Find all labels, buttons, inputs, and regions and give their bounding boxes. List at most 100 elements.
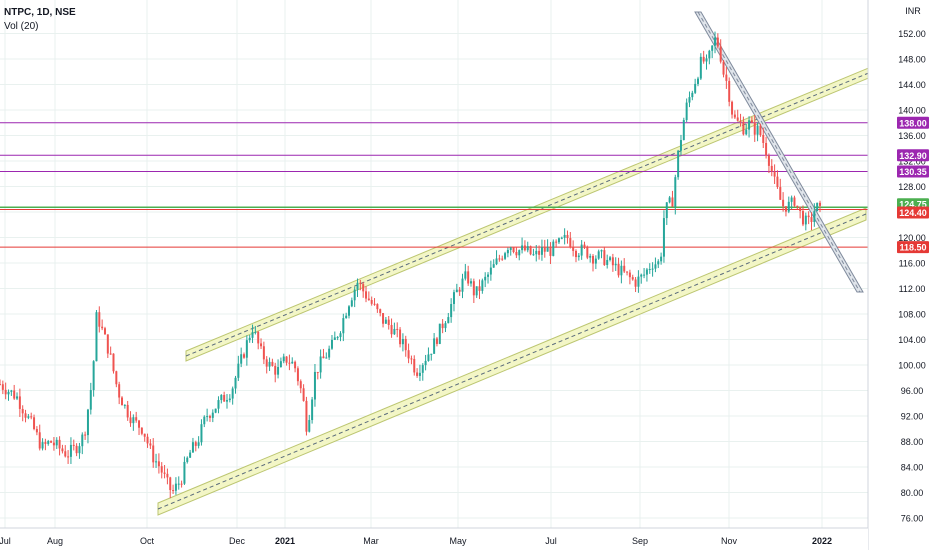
candle-body (819, 202, 821, 206)
downtrend-line (694, 11, 864, 293)
candle-body (115, 371, 118, 385)
candle-body (677, 150, 680, 178)
candle-body (688, 97, 691, 103)
candle-body (540, 247, 543, 255)
candle-body (291, 361, 294, 364)
candle-body (532, 254, 535, 256)
candle-body (416, 372, 419, 376)
candle-body (382, 313, 385, 324)
candle-body (328, 348, 331, 358)
candle-body (234, 377, 237, 389)
candle-body (146, 436, 149, 444)
candle-body (13, 390, 16, 399)
indicator-label[interactable]: Vol (20) (4, 21, 39, 32)
candle-body (617, 263, 620, 276)
candle-body (583, 244, 586, 247)
candle-body (163, 472, 166, 474)
candle-body (594, 258, 597, 264)
level-badge-label-4: 124.40 (899, 208, 927, 218)
downtrend-median (697, 11, 861, 293)
y-tick-label: 80.00 (901, 488, 924, 498)
candle-body (767, 155, 770, 166)
candle-body (501, 258, 504, 260)
candle-body (262, 346, 265, 360)
candle-body (509, 247, 512, 250)
candle-body (186, 457, 189, 462)
y-tick-label: 120.00 (898, 233, 926, 243)
candle-body (177, 483, 180, 485)
candle-body (711, 45, 714, 51)
symbol-label[interactable]: NTPC, 1D, NSE (4, 7, 76, 18)
candle-body (393, 328, 396, 335)
candle-body (770, 165, 773, 172)
candle-body (611, 257, 614, 266)
candle-body (245, 340, 248, 358)
candle-body (762, 134, 765, 143)
candle-body (626, 271, 629, 273)
candle-body (523, 245, 526, 251)
candle-body (333, 337, 336, 340)
candle-body (347, 306, 350, 316)
candle-body (461, 278, 464, 292)
candle-body (506, 249, 509, 254)
candle-body (228, 398, 231, 401)
candle-body (577, 255, 580, 258)
candle-body (444, 323, 447, 329)
x-tick-label: Sep (632, 536, 648, 546)
candle-body (191, 442, 194, 453)
candle-body (160, 466, 163, 473)
candle-body (450, 304, 453, 318)
candle-body (4, 389, 7, 395)
candle-body (563, 234, 566, 238)
candle-body (384, 319, 387, 324)
candle-body (180, 483, 183, 485)
candle-body (529, 246, 532, 255)
y-tick-label: 84.00 (901, 463, 924, 473)
candle-body (705, 58, 708, 62)
candle-body (668, 197, 671, 203)
candle-body (356, 282, 359, 290)
candle-body (35, 429, 38, 433)
candle-body (742, 121, 745, 135)
candle-body (396, 328, 399, 330)
candle-body (237, 363, 240, 378)
candle-body (787, 201, 790, 212)
candle-body (643, 274, 646, 276)
candle-body (95, 312, 98, 362)
candle-body (410, 358, 413, 360)
candle-body (316, 371, 319, 373)
candle-body (750, 120, 753, 123)
y-tick-label: 140.00 (898, 106, 926, 116)
candle-body (129, 417, 132, 424)
candle-body (214, 408, 217, 413)
candle-body (660, 256, 663, 262)
candle-body (438, 323, 441, 344)
candle-body (174, 483, 177, 491)
candle-body (481, 280, 484, 291)
candle-body (574, 250, 577, 258)
candle-body (776, 176, 779, 188)
candle-body (101, 326, 104, 329)
candle-body (566, 234, 569, 239)
candle-body (458, 289, 461, 292)
y-tick-label: 144.00 (898, 80, 926, 90)
candle-body (662, 218, 665, 257)
candle-body (353, 289, 356, 301)
candle-body (736, 117, 739, 121)
y-tick-label: 136.00 (898, 131, 926, 141)
candle-body (112, 353, 115, 372)
x-tick-label: Jul (0, 536, 11, 546)
candle-body (671, 197, 674, 207)
candle-body (719, 46, 722, 62)
candle-body (609, 257, 612, 260)
candle-body (319, 356, 322, 373)
candle-body (67, 456, 70, 458)
candle-body (251, 332, 254, 338)
candle-body (682, 120, 685, 141)
lower-channel-band (157, 207, 867, 516)
y-tick-label: 100.00 (898, 361, 926, 371)
candle-body (268, 361, 271, 367)
candle-body (620, 265, 623, 276)
x-tick-label: May (449, 536, 467, 546)
